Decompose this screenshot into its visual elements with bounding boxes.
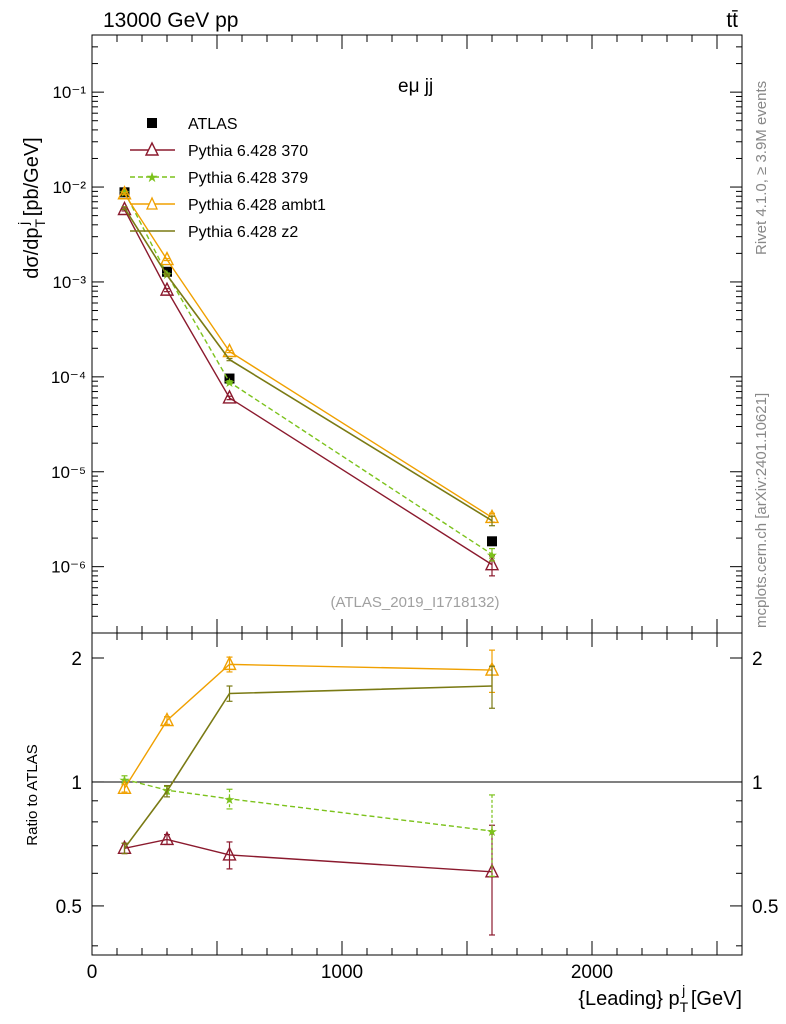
main-y-tick-label: 10⁻³ xyxy=(52,273,86,292)
ratio-line-pythia-6-428-ambt1 xyxy=(123,663,493,789)
ratio-point-pythia-6-428-379: ★ xyxy=(224,792,236,807)
ratio-y-tick-label-right: 1 xyxy=(752,773,763,794)
ratio-point-pythia-6-428-370 xyxy=(159,830,175,846)
main-line-pythia-6-428-370 xyxy=(123,209,493,566)
main-point-pythia-6-428-370 xyxy=(222,389,237,404)
legend-label-ambt1: Pythia 6.428 ambt1 xyxy=(188,197,326,214)
ratio-point-pythia-6-428-ambt1 xyxy=(117,779,132,795)
main-point-pythia-6-428-379: ★ xyxy=(224,375,236,390)
main-line-pythia-6-428-z2 xyxy=(123,207,493,522)
ratio-plot-area: ★★★★ xyxy=(117,649,500,936)
legend-marker-379: ★ xyxy=(146,169,159,185)
main-y-axis-title: dσ/dpTj [pb/GeV] xyxy=(15,137,48,278)
x-tick-label: 1000 xyxy=(321,962,363,983)
channel-label: eμ jj xyxy=(398,76,433,97)
analysis-id-label: (ATLAS_2019_I1718132) xyxy=(330,594,499,611)
main-y-tick-label: 10⁻¹ xyxy=(52,83,86,102)
ratio-y-tick-label: 1 xyxy=(71,773,82,794)
legend-label-379: Pythia 6.428 379 xyxy=(188,170,308,187)
rivet-label: Rivet 4.1.0, ≥ 3.9M events xyxy=(753,81,770,255)
ratio-line-pythia-6-428-370 xyxy=(124,838,493,873)
legend: ATLAS Pythia 6.428 370 ★ Pythia 6.428 37… xyxy=(130,116,326,241)
ratio-y-axis: 0.5 0.5 1 1 2 2 xyxy=(56,649,778,947)
main-point-atlas xyxy=(224,373,235,384)
ratio-y-tick-label-right: 2 xyxy=(752,649,763,670)
main-point-pythia-6-428-ambt1 xyxy=(117,185,132,200)
legend-label-370: Pythia 6.428 370 xyxy=(188,143,308,160)
legend-marker-atlas xyxy=(147,118,157,128)
x-tick-label: 2000 xyxy=(571,962,613,983)
main-y-tick-label: 10⁻⁵ xyxy=(51,463,86,482)
main-point-pythia-6-428-ambt1 xyxy=(159,251,175,266)
main-line-pythia-6-428-ambt1 xyxy=(123,193,493,519)
ratio-y-tick-label: 0.5 xyxy=(56,897,82,918)
ratio-y-axis-title: Ratio to ATLAS xyxy=(24,744,41,845)
ratio-line-pythia-6-428-z2 xyxy=(123,685,493,849)
ratio-point-pythia-6-428-370 xyxy=(222,846,237,861)
main-y-tick-label: 10⁻⁶ xyxy=(51,558,86,577)
energy-label: 13000 GeV pp xyxy=(103,9,238,32)
ratio-point-pythia-6-428-ambt1 xyxy=(159,711,175,727)
main-plot-area: ★★★★ xyxy=(117,185,500,577)
main-y-axis: 10⁻⁶ 10⁻⁵ 10⁻⁴ 10⁻³ 10⁻² 10⁻¹ xyxy=(51,34,742,634)
main-point-pythia-6-428-ambt1 xyxy=(222,342,237,358)
legend-label-z2: Pythia 6.428 z2 xyxy=(188,224,298,241)
x-axis-title: {Leading} pTj [GeV] xyxy=(578,982,742,1015)
main-point-atlas xyxy=(487,536,497,547)
ratio-y-tick-label-right: 0.5 xyxy=(752,897,778,918)
mcplots-label: mcplots.cern.ch [arXiv:2401.10621] xyxy=(753,393,770,628)
x-axis: 0 1000 2000 xyxy=(87,35,743,983)
main-point-pythia-6-428-370 xyxy=(159,281,175,296)
main-line-pythia-6-428-379 xyxy=(123,191,493,555)
ratio-point-pythia-6-428-379: ★ xyxy=(486,824,498,839)
main-point-pythia-6-428-370 xyxy=(117,200,132,216)
legend-marker-ambt1 xyxy=(145,196,159,210)
ratio-point-pythia-6-428-ambt1 xyxy=(222,655,237,671)
main-point-atlas xyxy=(162,266,172,277)
main-point-pythia-6-428-379: ★ xyxy=(486,547,498,562)
legend-label-atlas: ATLAS xyxy=(188,116,238,133)
main-y-tick-label: 10⁻⁴ xyxy=(51,368,86,387)
main-point-pythia-6-428-370 xyxy=(484,556,500,571)
ratio-y-tick-label: 2 xyxy=(71,649,82,670)
main-y-tick-label: 10⁻² xyxy=(52,178,86,197)
ratio-line-pythia-6-428-379 xyxy=(124,778,493,832)
legend-marker-370 xyxy=(144,141,160,156)
x-tick-label: 0 xyxy=(87,962,98,983)
process-label: tt̄ xyxy=(726,9,738,32)
